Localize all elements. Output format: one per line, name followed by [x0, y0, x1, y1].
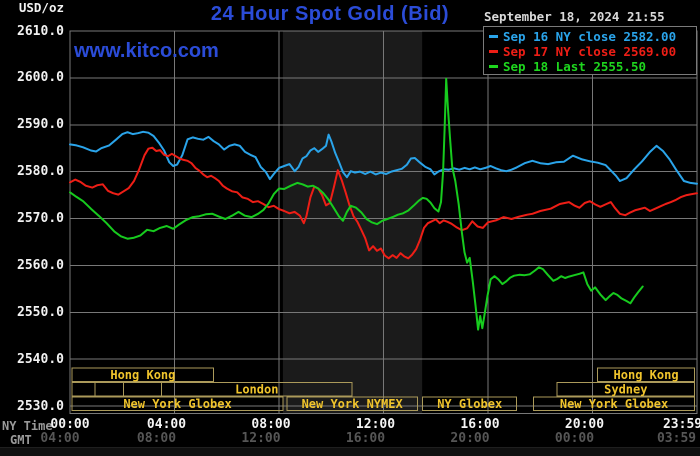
legend-entry-sep18: Sep 18 Last 2555.50: [489, 59, 696, 74]
session-box-london: [160, 382, 353, 397]
y-axis-tick: 2580.0: [17, 164, 64, 180]
session-box-sydney: [556, 382, 695, 397]
legend-line-swatch-red: [489, 49, 498, 53]
legend-label: Sep 16 NY close: [503, 29, 616, 44]
ny-time-axis-label: NY Time: [2, 419, 53, 433]
x-axis-tick-gmt: 12:00: [241, 431, 281, 446]
legend-entry-sep17: Sep 17 NY close 2569.00: [489, 44, 696, 59]
legend-value: 2555.50: [593, 59, 647, 74]
session-label: New York Globex: [560, 397, 668, 411]
x-axis-tick-ny: 08:00: [251, 417, 291, 432]
legend-line-swatch-green: [489, 64, 498, 68]
legend-value: 2569.00: [623, 44, 677, 59]
session-box: [94, 382, 125, 397]
session-label: NY Globex: [437, 397, 502, 411]
y-axis-tick: 2570.0: [17, 211, 64, 226]
y-axis-tick: 2560.0: [17, 257, 64, 273]
session-box-new-york-globex: [533, 396, 695, 411]
y-axis-tick: 2540.0: [17, 351, 64, 367]
session-label: New York NYMEX: [302, 397, 404, 411]
y-axis-unit-label: USD/oz: [18, 0, 64, 15]
session-label: Sydney: [604, 383, 647, 397]
gmt-axis-label: GMT: [10, 433, 32, 447]
price-line-sep-18: [69, 77, 644, 331]
y-axis-tick: 2610.0: [17, 23, 64, 39]
session-box: [123, 382, 162, 397]
x-axis-tick-gmt: 20:00: [450, 431, 490, 446]
y-axis-tick: 2550.0: [17, 304, 64, 320]
session-box-new-york-globex: [71, 396, 284, 411]
session-box: [71, 382, 96, 397]
bottom-strip: [0, 447, 700, 456]
x-axis-tick-ny: 00:00: [50, 417, 90, 432]
x-axis-tick-gmt: 16:00: [345, 431, 386, 446]
x-axis-tick-gmt: 03:59: [656, 431, 697, 446]
x-axis-tick-gmt: 08:00: [136, 431, 177, 446]
plot-frame: [69, 30, 698, 414]
session-box-hong-kong: [71, 367, 215, 382]
nymex-session-band: [282, 31, 423, 414]
legend-value: 2582.00: [623, 29, 677, 44]
legend-label: Sep 17 NY close: [503, 44, 616, 59]
legend: Sep 16 NY close 2582.00 Sep 17 NY close …: [483, 26, 697, 75]
price-line-sep-16: [69, 130, 698, 185]
price-line-sep-17: [69, 146, 698, 260]
session-label: New York Globex: [123, 397, 231, 411]
y-axis-tick: 2600.0: [17, 70, 64, 86]
legend-label: Sep 18 Last: [503, 59, 586, 74]
x-axis-tick-ny: 12:00: [355, 417, 396, 432]
page-title: 24 Hour Spot Gold (Bid): [210, 3, 450, 25]
x-axis-tick-ny: 23:59: [662, 417, 700, 432]
x-axis-tick-gmt: 00:00: [554, 431, 595, 446]
session-label: Hong Kong: [110, 368, 175, 382]
session-label: London: [235, 383, 278, 397]
chart-datetime: September 18, 2024 21:55: [484, 9, 665, 24]
kitco-watermark: www.kitco.com: [74, 40, 219, 62]
legend-entry-sep16: Sep 16 NY close 2582.00: [489, 29, 696, 44]
session-box-ny-globex: [422, 396, 518, 411]
session-box-hong-kong: [597, 367, 695, 382]
session-label: Hong Kong: [614, 368, 679, 382]
legend-line-swatch-blue: [489, 34, 498, 38]
x-axis-tick-gmt: 04:00: [40, 431, 80, 446]
y-axis-tick: 2530.0: [17, 398, 64, 414]
x-axis-tick-ny: 16:00: [460, 417, 500, 432]
x-axis-tick-ny: 04:00: [146, 417, 187, 432]
session-box-new-york-nymex: [286, 396, 418, 411]
y-axis-tick: 2590.0: [17, 117, 64, 133]
x-axis-tick-ny: 20:00: [564, 417, 605, 432]
